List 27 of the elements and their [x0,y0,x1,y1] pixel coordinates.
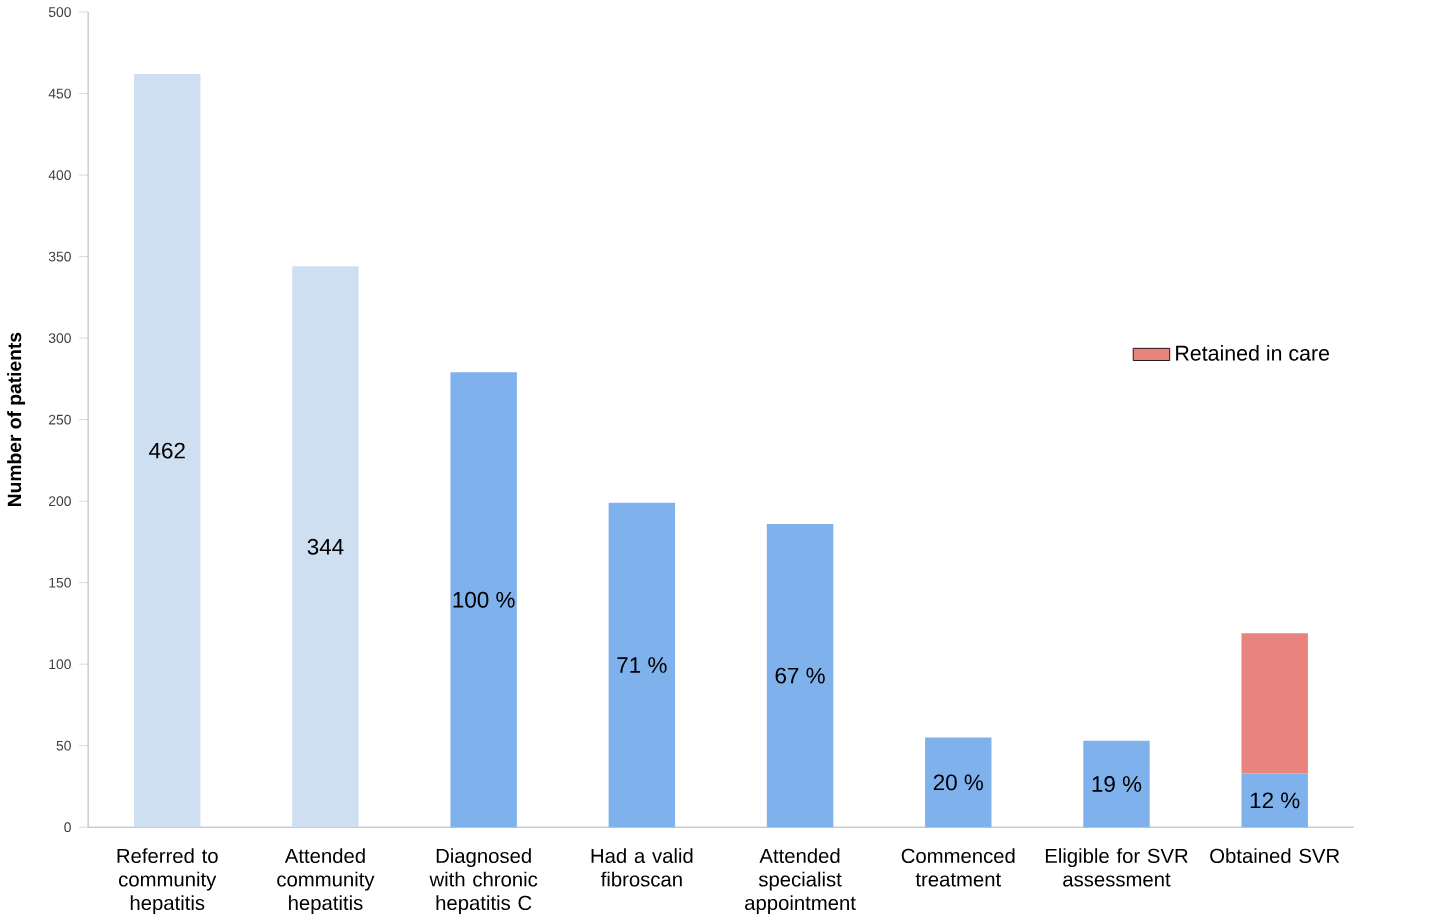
x-tick-label: Attended specialist appointment [745,848,856,915]
bar [1241,633,1308,774]
annotation: 100 % [453,592,515,609]
bar [1241,773,1308,828]
legend-label: Retained in care [1176,345,1330,362]
x-tick-label: Had a valid fibroscan [591,848,693,887]
annotation: 67 % [775,668,825,684]
bar [134,74,201,828]
x-tick-label: Commenced treatment [901,848,1015,887]
x-tick-label: Attended community hepatitis [277,848,375,915]
bar [608,503,676,828]
annotation: 71 % [617,657,667,674]
annotation: 19 % [1092,776,1142,793]
bar [766,524,834,828]
bar [925,737,992,828]
x-tick-label: Referred to community hepatitis [117,848,218,915]
data-label: 462 [149,443,185,459]
x-tick-label: Obtained SVR [1210,848,1340,864]
data-label: 344 [307,539,344,556]
x-tick-label: Diagnosed with chronic hepatitis C [429,848,538,915]
bar [450,372,517,828]
x-tick-label: Eligible for SVR assessment [1045,848,1188,887]
y-axis-title: Number of patients [7,333,26,507]
annotation: 12 % [1250,792,1300,809]
bar [292,266,359,828]
bar [1083,741,1150,828]
annotation: 20 % [933,774,984,791]
